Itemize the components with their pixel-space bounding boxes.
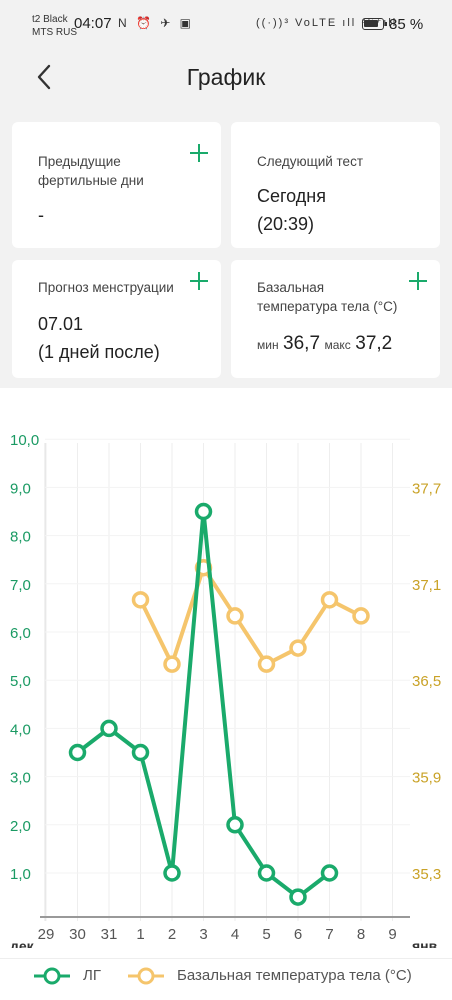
bbt-series-point [257,655,276,673]
bbt-series-point [131,591,150,609]
lh-series-point [320,864,339,882]
x-tick-label: 7 [325,926,333,943]
legend-lh-marker [34,967,70,985]
y-left-tick-label: 3,0 [10,770,31,787]
y-left-tick-label: 6,0 [10,625,31,642]
y-right-tick-label: 35,9 [412,770,441,787]
card-value-offset: (1 дней после) [38,342,160,362]
y-left-tick-label: 10,0 [10,432,39,449]
x-tick-label: 1 [136,926,144,943]
summary-cards: Предыдущие фертильные дни - Следующий те… [0,110,452,388]
y-left-tick-label: 4,0 [10,721,31,738]
add-plus-icon[interactable] [190,272,208,290]
notification-icons: N ⏰ ✈ ▣ [118,16,195,30]
bbt-series-point [320,591,339,609]
legend-lh-label: ЛГ [83,967,101,984]
card-value: - [38,205,44,225]
lh-series-point [226,816,244,834]
x-tick-label: 30 [69,926,86,943]
lh-series-point [131,743,150,762]
carrier-line-1: t2 Black [32,14,68,25]
card-value-date: 07.01 [38,314,84,334]
card-basal-temperature[interactable]: Базальная температура тела (°C) мин 36,7… [231,260,440,378]
signal-icons: ((·))³ VoLTE ıll ⁴ᴳ⁺ıll [256,17,398,29]
x-tick-label: 2 [168,926,176,943]
legend-bbt-label: Базальная температура тела (°C) [177,967,412,984]
y-right-tick-label: 37,1 [412,577,441,594]
battery-percent: 85 % [389,16,424,33]
x-tick-label: 8 [357,926,365,943]
x-tick-label: 31 [101,926,118,943]
battery-level [364,20,379,27]
x-month-end-label: янв. [412,938,441,948]
status-clock: 04:07 [74,15,112,32]
battery-icon [362,18,387,30]
page-title: График [186,64,266,90]
bbt-min-value: 36,7 [283,333,321,354]
carrier-line-2: MTS RUS [32,27,77,38]
bbt-series-line [138,565,362,667]
bbt-series-point [289,639,307,657]
y-left-tick-label: 9,0 [10,480,31,497]
y-left-tick-label: 5,0 [10,673,31,690]
chevron-left-icon [37,64,51,90]
card-label: Базальная температура тела (°C) [257,280,398,314]
add-plus-icon[interactable] [190,144,208,162]
card-label: Прогноз менструации [38,280,174,295]
y-left-tick-label: 2,0 [10,818,31,835]
card-next-test[interactable]: Следующий тест Сегодня (20:39) [231,122,440,248]
legend-bbt-marker [128,967,164,985]
lh-series-point [194,502,213,521]
carrier-info: t2 Black MTS RUS [32,13,77,39]
card-label: Предыдущие фертильные дни [38,154,144,188]
bbt-min-label: мин [257,338,279,352]
card-previous-fertile-days[interactable]: Предыдущие фертильные дни - [12,122,221,248]
app-header: График [0,44,452,110]
status-bar: t2 Black MTS RUS 04:07 N ⏰ ✈ ▣ ((·))³ Vo… [0,0,452,44]
lh-series-point [68,743,87,762]
bbt-max-label: макс [324,338,351,352]
back-button[interactable] [30,62,60,92]
bbt-max-value: 37,2 [355,333,393,354]
bbt-range: мин 36,7 макс 37,2 [257,332,392,357]
card-value-day: Сегодня [257,186,326,206]
y-left-tick-label: 1,0 [10,866,31,883]
y-right-tick-label: 36,5 [412,673,441,690]
x-tick-label: 3 [199,926,207,943]
chart-legend: ЛГ Базальная температура тела (°C) [0,958,452,992]
card-value-time: (20:39) [257,214,315,234]
y-left-tick-label: 7,0 [10,577,31,594]
bbt-series-point [163,655,181,673]
card-menstruation-forecast[interactable]: Прогноз менструации 07.01 (1 дней после) [12,260,221,378]
lh-series-point [100,719,118,738]
lh-bbt-chart: 1,0 2,0 3,0 4,0 5,0 6,0 7,0 8,0 9,0 10,0 35,3 35,9 3… [10,432,441,948]
y-left-tick-label: 8,0 [10,529,31,546]
x-tick-label: 4 [231,926,239,943]
bbt-series-point [226,607,244,625]
lh-series-point [257,864,276,882]
bbt-series-point [352,607,370,625]
x-tick-label: 6 [294,926,302,943]
x-month-start-label: дек. [10,938,38,948]
x-tick-label: 5 [262,926,270,943]
lh-series-point [163,864,181,882]
y-right-tick-label: 37,7 [412,480,441,497]
x-tick-label: 9 [388,926,396,943]
add-plus-icon[interactable] [409,272,427,290]
lh-series-point [289,888,307,906]
card-label: Следующий тест [257,154,364,169]
y-right-tick-label: 35,3 [412,866,441,883]
x-tick-label: 29 [38,926,55,943]
